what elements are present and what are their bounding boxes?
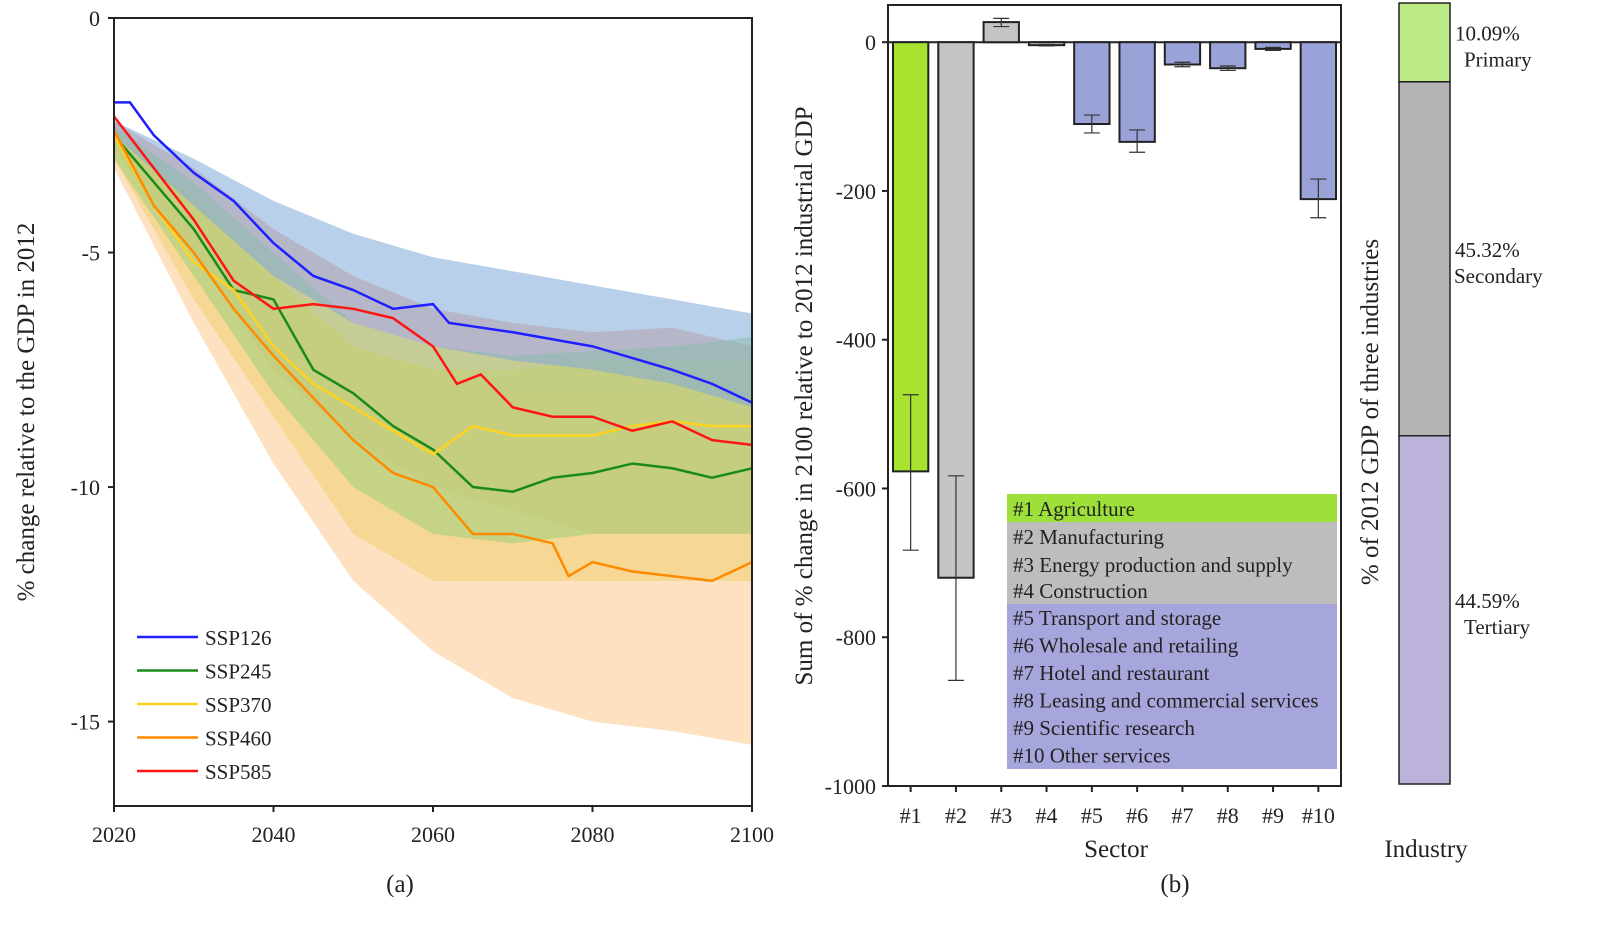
x-tick-label: #3 (990, 803, 1012, 828)
legend-swatch (1007, 741, 1337, 769)
legend-label: #6 Wholesale and retailing (1013, 634, 1239, 658)
legend-swatch (1007, 713, 1337, 742)
plot-frame-b (887, 4, 1342, 787)
y-tick-label: -15 (71, 710, 100, 735)
x-tick-label: #6 (1126, 803, 1148, 828)
panel-b-xlabel: Sector (1084, 836, 1149, 863)
legend-label: #1 Agriculture (1013, 497, 1135, 521)
segment-name-primary: Primary (1464, 47, 1532, 71)
legend-label: #5 Transport and storage (1013, 606, 1221, 630)
legend-swatch (1007, 522, 1337, 551)
bar-sector-5 (1073, 41, 1111, 126)
x-tick-label: 2060 (411, 822, 455, 847)
line-ssp585 (113, 115, 753, 447)
legend-label-ssp370: SSP370 (205, 693, 272, 717)
line-ssp370 (112, 134, 752, 456)
legend-label: #4 Construction (1013, 579, 1148, 603)
x-tick-label: 2040 (252, 822, 296, 847)
panel-a-ylabel: % change relative to the GDP in 2012 (13, 223, 40, 602)
panel-b-ylabel: Sum of % change in 2100 relative to 2012… (791, 106, 818, 685)
y-tick-label: 0 (865, 30, 876, 55)
x-tick-label: #1 (900, 803, 922, 828)
legend-label: #9 Scientific research (1013, 716, 1195, 740)
x-tick-label: #7 (1171, 803, 1193, 828)
x-tick-label: #8 (1217, 803, 1239, 828)
legend-label: #2 Manufacturing (1013, 525, 1165, 549)
x-tick-label: #5 (1081, 803, 1103, 828)
x-tick-label: 2080 (571, 822, 615, 847)
band-ssp245 (114, 125, 752, 544)
segment-percent-tertiary: 44.59% (1455, 589, 1520, 613)
segment-name-tertiary: Tertiary (1464, 615, 1531, 639)
legend-label: #8 Leasing and commercial services (1013, 689, 1319, 713)
line-ssp126 (114, 101, 753, 404)
y-tick-label: -5 (82, 241, 100, 266)
band-ssp126 (114, 121, 752, 408)
segment-percent-primary: 10.09% (1455, 21, 1520, 45)
bar-sector-10 (1299, 41, 1338, 201)
segment-percent-secondary: 45.32% (1455, 238, 1520, 262)
segment-primary (1398, 2, 1451, 83)
panel-c-ylabel: % of 2012 GDP of three industries (1357, 239, 1384, 585)
bar-sector-7 (1163, 41, 1202, 66)
legend-swatch (1007, 686, 1337, 714)
legend-swatch (1007, 550, 1337, 579)
legend-label: #7 Hotel and restaurant (1013, 661, 1210, 685)
panel-b-label: (b) (1160, 871, 1189, 898)
line-ssp460 (112, 129, 753, 583)
y-tick-label: -600 (836, 476, 876, 501)
x-tick-label: #9 (1262, 803, 1284, 828)
y-tick-label: -800 (836, 625, 876, 650)
y-tick-label: -1000 (825, 774, 876, 799)
legend-label-ssp585: SSP585 (205, 760, 272, 784)
bar-sector-6 (1118, 41, 1156, 143)
x-tick-label: #2 (945, 803, 967, 828)
x-tick-label: #10 (1302, 803, 1335, 828)
x-tick-label: #4 (1036, 803, 1058, 828)
bar-sector-8 (1209, 41, 1247, 70)
legend-label-ssp245: SSP245 (205, 660, 272, 684)
segment-tertiary (1398, 435, 1451, 785)
x-tick-label: 2020 (92, 822, 136, 847)
y-tick-label: 0 (89, 6, 100, 31)
panel-c-xlabel: Industry (1384, 836, 1468, 863)
legend-label-ssp460: SSP460 (205, 727, 272, 751)
legend-swatch (1007, 631, 1337, 659)
legend-label: #3 Energy production and supply (1013, 553, 1293, 577)
legend-swatch (1007, 604, 1337, 632)
y-tick-label: -400 (836, 328, 876, 353)
x-tick-label: 2100 (730, 822, 774, 847)
legend-swatch (1007, 658, 1337, 687)
panel-a-label: (a) (386, 871, 414, 898)
legend-label-ssp126: SSP126 (205, 626, 272, 650)
legend-swatch (1007, 494, 1337, 523)
legend-swatch (1007, 578, 1337, 605)
y-tick-label: -10 (71, 475, 100, 500)
line-ssp245 (113, 134, 753, 494)
segment-name-secondary: Secondary (1454, 264, 1543, 288)
y-tick-label: -200 (836, 179, 876, 204)
segment-secondary (1398, 81, 1451, 437)
legend-label: #10 Other services (1013, 744, 1170, 768)
